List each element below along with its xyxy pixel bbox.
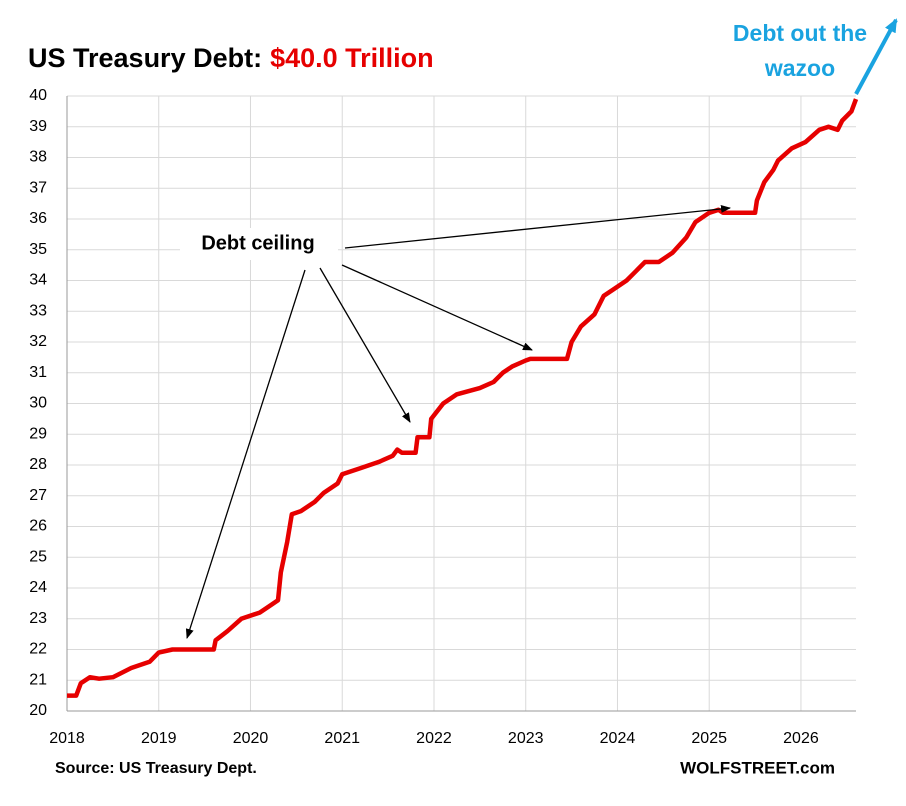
arrow bbox=[854, 18, 898, 95]
arrow bbox=[319, 267, 411, 423]
arrow bbox=[341, 264, 533, 351]
y-tick-label: 35 bbox=[29, 241, 47, 258]
arrow bbox=[344, 204, 731, 249]
y-tick-label: 25 bbox=[29, 548, 47, 565]
x-tick-label: 2023 bbox=[508, 730, 544, 747]
y-tick-label: 37 bbox=[29, 179, 47, 196]
y-tick-label: 29 bbox=[29, 425, 47, 442]
annotation-box bbox=[180, 228, 338, 260]
annotation-arrows bbox=[185, 204, 731, 639]
y-tick-label: 22 bbox=[29, 641, 47, 658]
x-tick-label: 2019 bbox=[141, 730, 177, 747]
y-tick-label: 24 bbox=[29, 579, 47, 596]
x-tick-label: 2022 bbox=[416, 730, 452, 747]
plot bbox=[67, 98, 859, 698]
x-tick-label: 2018 bbox=[49, 730, 85, 747]
y-tick-label: 20 bbox=[29, 702, 47, 719]
x-tick-label: 2024 bbox=[600, 730, 636, 747]
y-tick-label: 23 bbox=[29, 610, 47, 627]
y-tick-label: 39 bbox=[29, 118, 47, 135]
y-tick-label: 34 bbox=[29, 272, 47, 289]
annotation: Debt ceiling bbox=[201, 232, 314, 254]
title-highlight: $40.0 Trillion bbox=[270, 43, 434, 73]
y-tick-label: 36 bbox=[29, 210, 47, 227]
x-tick-label: 2020 bbox=[233, 730, 269, 747]
chart-title: US Treasury Debt: $40.0 Trillion bbox=[28, 43, 434, 73]
y-tick-label: 40 bbox=[29, 87, 47, 104]
y-tick-label: 21 bbox=[29, 671, 47, 688]
y-tick-label: 30 bbox=[29, 395, 47, 412]
credit: WOLFSTREET.com bbox=[680, 758, 835, 777]
source: Source: US Treasury Dept. bbox=[55, 760, 257, 777]
x-tick-label: 2025 bbox=[691, 730, 727, 747]
data-line bbox=[67, 98, 859, 698]
annotation: Debt out the bbox=[733, 20, 867, 46]
arrow bbox=[185, 269, 306, 639]
y-tick-label: 26 bbox=[29, 518, 47, 535]
grid: 2021222324252627282930313233343536373839… bbox=[29, 87, 856, 747]
x-tick-label: 2021 bbox=[324, 730, 360, 747]
y-tick-label: 32 bbox=[29, 333, 47, 350]
x-tick-label: 2026 bbox=[783, 730, 819, 747]
annotation: wazoo bbox=[764, 55, 835, 81]
y-tick-label: 38 bbox=[29, 149, 47, 166]
y-tick-label: 27 bbox=[29, 487, 47, 504]
title: US Treasury Debt: bbox=[28, 43, 262, 73]
y-tick-label: 33 bbox=[29, 302, 47, 319]
y-tick-label: 31 bbox=[29, 364, 47, 381]
y-tick-label: 28 bbox=[29, 456, 47, 473]
